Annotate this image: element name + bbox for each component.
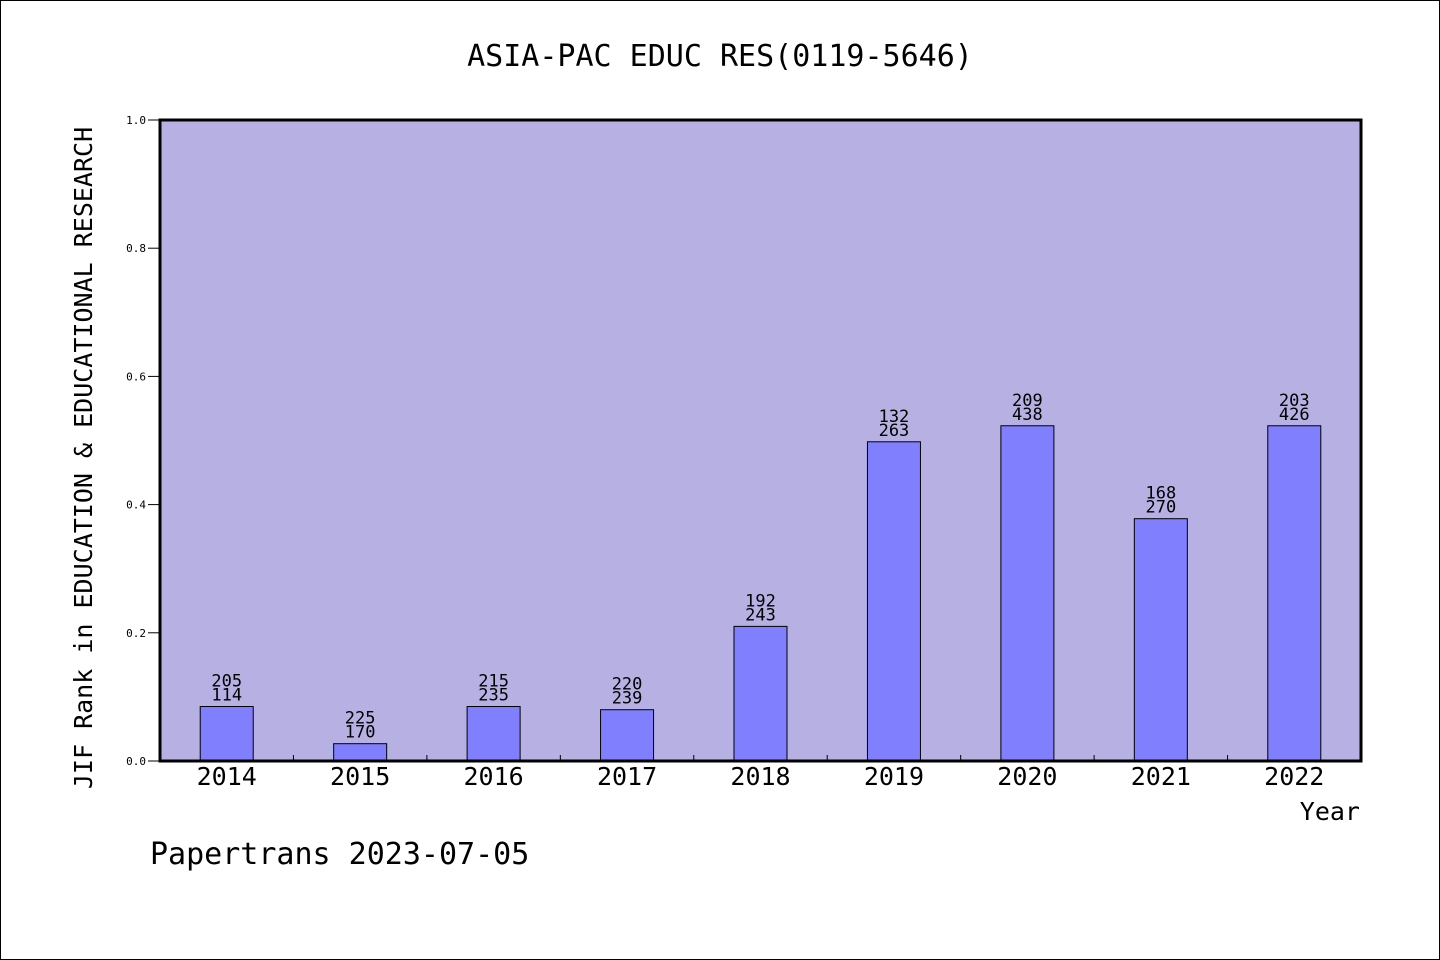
data-label-2015-upper: 225: [345, 709, 376, 729]
data-label-2015-lower: 170: [345, 723, 376, 743]
y-tick-0.0: 0.0: [126, 755, 146, 768]
bar-2020: [1000, 425, 1055, 762]
data-label-2017-upper: 220: [612, 675, 643, 695]
chart-title: ASIA-PAC EDUC RES(0119-5646): [467, 39, 973, 74]
footer-text: Papertrans 2023-07-05: [150, 837, 529, 872]
y-tick-0.4: 0.4: [126, 499, 146, 512]
y-tick-1.0: 1.0: [126, 114, 146, 127]
plot-border: [158, 118, 1363, 763]
data-label-2020-upper: 209: [1012, 391, 1043, 411]
data-label-2016-upper: 215: [478, 672, 509, 692]
x-tick-2018: 2018: [730, 762, 790, 791]
y-tick-0.2: 0.2: [126, 627, 146, 640]
x-tick-2022: 2022: [1264, 762, 1324, 791]
x-axis-label: Year: [1300, 797, 1360, 826]
bar-2016: [466, 706, 521, 762]
data-label-2022-lower: 426: [1279, 405, 1310, 425]
bar-2017: [600, 709, 655, 762]
data-label-2014-upper: 205: [211, 672, 242, 692]
x-tick-2020: 2020: [997, 762, 1057, 791]
data-label-2019-lower: 263: [879, 421, 910, 441]
bar-2014: [199, 706, 254, 762]
y-axis-label: JIF Rank in EDUCATION & EDUCATIONAL RESE…: [69, 127, 98, 789]
bar-2015: [333, 743, 388, 762]
y-tick-0.8: 0.8: [126, 242, 146, 255]
data-label-2016-lower: 235: [478, 686, 509, 706]
x-tick-2014: 2014: [197, 762, 257, 791]
data-label-2014-lower: 114: [211, 686, 242, 706]
data-label-2019-upper: 132: [879, 407, 910, 427]
bar-2021: [1133, 518, 1188, 762]
x-tick-2015: 2015: [330, 762, 390, 791]
data-label-2020-lower: 438: [1012, 405, 1043, 425]
bars: [199, 425, 1322, 762]
data-label-2018-lower: 243: [745, 605, 776, 625]
data-label-2018-upper: 192: [745, 591, 776, 611]
bar-2018: [733, 625, 788, 762]
x-tick-2019: 2019: [864, 762, 924, 791]
x-tick-2021: 2021: [1131, 762, 1191, 791]
data-label-2022-upper: 203: [1279, 391, 1310, 411]
data-label-2021-lower: 270: [1145, 498, 1176, 518]
data-label-2017-lower: 239: [612, 689, 643, 709]
data-label-2021-upper: 168: [1145, 484, 1176, 504]
bar-2019: [866, 441, 921, 762]
bar-2022: [1267, 425, 1322, 762]
data-labels: 2051142251702152352202391922431322632094…: [211, 391, 1309, 743]
x-axis-ticks: 2014 2015 2016 2017 2018 2019 2020 2021 2022: [197, 755, 1324, 791]
x-tick-2017: 2017: [597, 762, 657, 791]
x-tick-2016: 2016: [464, 762, 524, 791]
y-axis-ticks: 0.0 0.2 0.4 0.6 0.8 1.0: [126, 114, 160, 768]
y-tick-0.6: 0.6: [126, 370, 146, 383]
